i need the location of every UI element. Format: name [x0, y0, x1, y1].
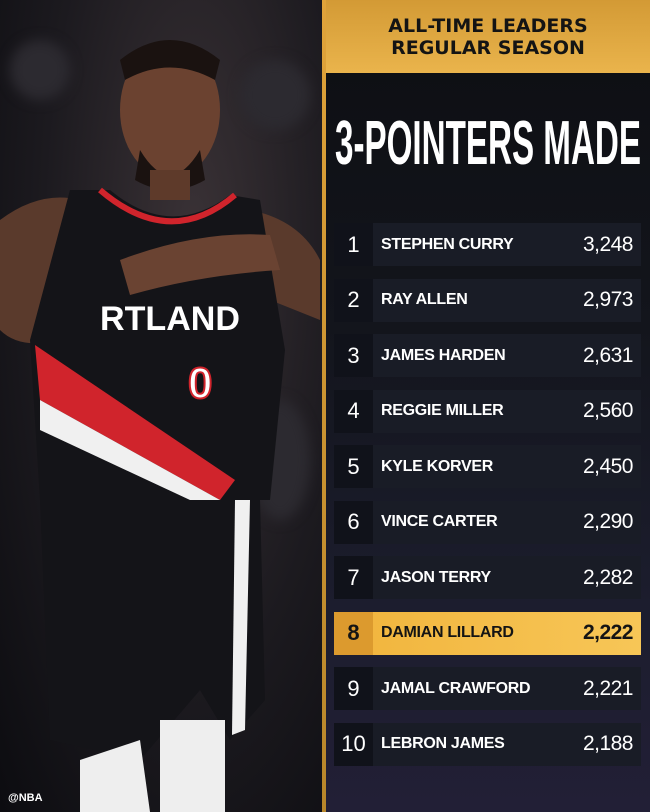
player-name-text: STEPHEN CURRY: [381, 235, 514, 253]
gold-divider: [322, 0, 326, 812]
rank-text: 6: [347, 509, 360, 534]
three-pointers-value: 2,631: [583, 344, 641, 368]
leader-row: 1 STEPHEN CURRY 3,248: [334, 223, 641, 266]
three-pointers-value: 2,188: [583, 732, 641, 756]
jersey-number: 0: [188, 359, 212, 408]
leader-row: 9 JAMAL CRAWFORD 2,221: [334, 667, 641, 710]
three-pointers-value: 2,222: [583, 621, 641, 645]
leader-row: 6 VINCE CARTER 2,290: [334, 500, 641, 544]
rank: 1: [334, 223, 373, 266]
leader-row: 7 JASON TERRY 2,282: [334, 556, 641, 599]
nba-watermark: @NBA: [8, 792, 43, 804]
player-name: JAMAL CRAWFORD: [373, 680, 583, 698]
rank-text: 5: [347, 453, 360, 479]
leader-row: 3 JAMES HARDEN 2,631: [334, 334, 641, 377]
crowd-blur: [240, 60, 310, 130]
leader-row: 5 KYLE KORVER 2,450: [334, 445, 641, 488]
value-text: 2,282: [582, 565, 634, 589]
rank-text: 2: [347, 287, 360, 312]
leader-row: 4 REGGIE MILLER 2,560: [334, 389, 641, 433]
rank-text: 3: [347, 342, 360, 368]
player-name-text: KYLE KORVER: [381, 457, 493, 475]
three-pointers-value: 2,973: [583, 288, 641, 312]
stat-title: 3-POINTERS MADE: [335, 109, 641, 178]
value-text: 2,560: [582, 399, 634, 422]
rank: 5: [334, 445, 373, 488]
value-text: 2,450: [582, 454, 634, 478]
player-name: DAMIAN LILLARD: [373, 624, 583, 642]
player-name: KYLE KORVER: [373, 458, 583, 476]
leader-row: 10 LEBRON JAMES 2,188: [334, 722, 641, 766]
rank-text: 7: [347, 564, 360, 590]
rank: 8: [334, 611, 373, 655]
value-text: 2,188: [582, 732, 634, 755]
three-pointers-value: 2,560: [583, 399, 641, 423]
value-text: 2,973: [582, 288, 634, 311]
value-text: 2,222: [582, 621, 634, 644]
player-name-text: VINCE CARTER: [381, 513, 498, 530]
player-name-text: LEBRON JAMES: [381, 735, 505, 752]
header-banner: ALL-TIME LEADERS REGULAR SEASON: [326, 0, 650, 73]
leader-row: 2 RAY ALLEN 2,973: [334, 278, 641, 322]
three-pointers-value: 2,282: [583, 566, 641, 590]
rank-text: 10: [341, 731, 366, 756]
rank-text: 4: [347, 398, 360, 423]
player-name-text: JAMES HARDEN: [381, 346, 506, 364]
rank: 7: [334, 556, 373, 599]
player-photo: RTLAND 0 @NBA: [0, 0, 322, 812]
header-line-1: ALL-TIME LEADERS: [388, 14, 588, 37]
three-pointers-value: 3,248: [583, 233, 641, 257]
rank: 9: [334, 667, 373, 710]
crowd-blur: [10, 40, 70, 100]
rank: 6: [334, 500, 373, 544]
player-name: JASON TERRY: [373, 569, 583, 587]
rank-text: 1: [347, 231, 360, 257]
jersey-text: RTLAND: [100, 300, 240, 338]
player-name: STEPHEN CURRY: [373, 236, 583, 254]
leader-row: 8 DAMIAN LILLARD 2,222: [334, 611, 641, 655]
player-name-text: JAMAL CRAWFORD: [381, 679, 531, 697]
player-name-text: RAY ALLEN: [381, 291, 468, 308]
header-line-2: REGULAR SEASON: [391, 36, 585, 59]
three-pointers-value: 2,290: [583, 510, 641, 534]
player-figure: RTLAND 0: [0, 40, 320, 812]
rank: 4: [334, 389, 373, 433]
value-text: 2,290: [582, 510, 634, 533]
rank-text: 8: [347, 620, 360, 645]
player-name-text: DAMIAN LILLARD: [381, 624, 514, 641]
player-name: JAMES HARDEN: [373, 347, 583, 365]
player-name: LEBRON JAMES: [373, 735, 583, 753]
player-name: RAY ALLEN: [373, 291, 583, 309]
rank-text: 9: [347, 675, 360, 701]
value-text: 2,221: [582, 676, 634, 700]
leaders-panel: ALL-TIME LEADERS REGULAR SEASON 3-POINTE…: [326, 0, 650, 812]
three-pointers-value: 2,221: [583, 677, 641, 701]
rank: 2: [334, 278, 373, 322]
rank: 3: [334, 334, 373, 377]
stat-title-wrapper: 3-POINTERS MADE: [335, 109, 641, 178]
player-name: VINCE CARTER: [373, 513, 583, 531]
player-name-text: REGGIE MILLER: [381, 402, 504, 419]
value-text: 3,248: [582, 232, 634, 256]
player-name: REGGIE MILLER: [373, 402, 583, 420]
value-text: 2,631: [582, 343, 634, 367]
player-name-text: JASON TERRY: [381, 568, 491, 586]
rank: 10: [334, 722, 373, 766]
three-pointers-value: 2,450: [583, 455, 641, 479]
